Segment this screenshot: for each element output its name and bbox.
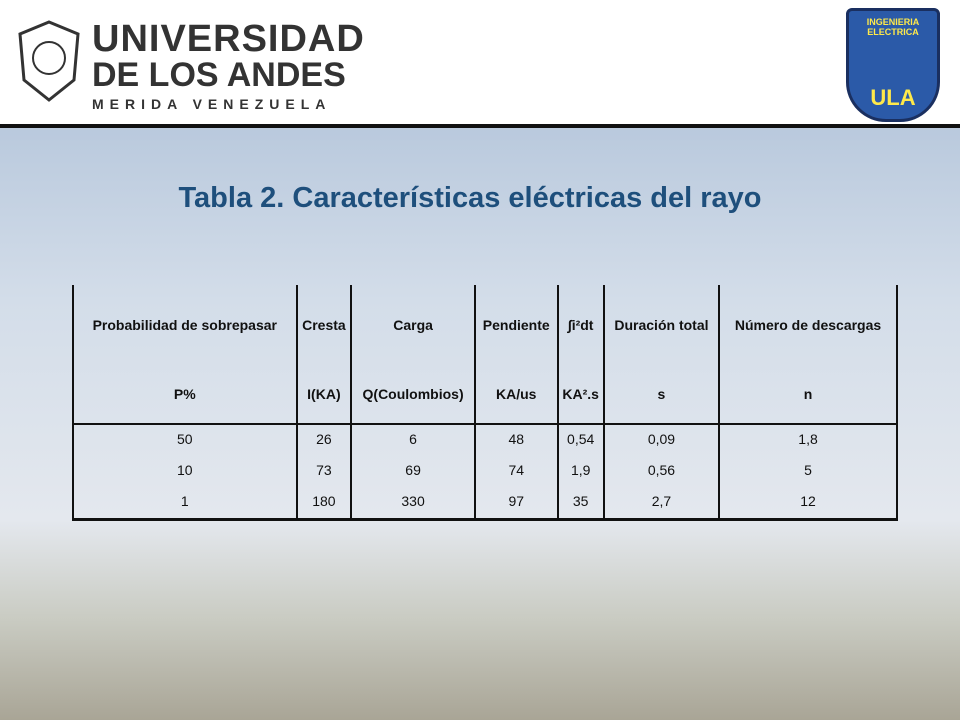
unit-cell: s	[602, 365, 721, 425]
data-cell: 48 74 97	[473, 424, 559, 521]
cell-value: 0,09	[647, 431, 676, 447]
header-cell: Probabilidad de sobrepasar	[72, 285, 298, 365]
cell-value: 1,8	[798, 431, 818, 447]
cell-value: 48	[508, 431, 525, 447]
cell-value: 5	[804, 462, 812, 478]
cell-value: 330	[401, 493, 425, 509]
cell-value: 2,7	[651, 493, 672, 509]
cell-value: 12	[800, 493, 816, 509]
cell-value: 74	[508, 462, 525, 478]
unit-cell: n	[718, 365, 898, 425]
data-cell: 6 69 330	[350, 424, 476, 521]
cell-value: 6	[409, 431, 417, 447]
slide-title: Tabla 2. Características eléctricas del …	[178, 182, 762, 214]
cell-value: 1,9	[570, 462, 591, 478]
cell-value: 35	[572, 493, 589, 509]
university-line: DE LOS ANDES	[92, 56, 346, 94]
badge-text: ULA	[870, 85, 916, 110]
faculty-badge: INGENIERIA ELECTRICA ULA	[846, 8, 940, 122]
header-cell: Carga	[350, 285, 476, 365]
header-cell: Pendiente	[473, 285, 559, 365]
unit-cell: KA/us	[473, 365, 559, 425]
cell-value: 0,56	[647, 462, 676, 478]
data-cell: 50 10 1	[72, 424, 298, 521]
header-cell: Número de descargas	[718, 285, 898, 365]
university-name: UNIVERSIDAD DE LOS ANDES MERIDA VENEZUEL…	[92, 20, 365, 112]
data-cell: 26 73 180	[295, 424, 353, 521]
badge-text: INGENIERIA ELECTRICA	[866, 17, 920, 37]
data-cell: 0,54 1,9 35	[556, 424, 605, 521]
data-row: 50 10 1 26 73 180 6 69 330 48 74 97 0,54 1,9 35 0,09 0,5…	[72, 424, 898, 521]
cell-value: 26	[316, 431, 332, 447]
header-band: UNIVERSIDAD DE LOS ANDES MERIDA VENEZUEL…	[0, 0, 960, 128]
header-row: Probabilidad de sobrepasar Cresta Carga Pen…	[72, 285, 898, 365]
cell-value: 73	[316, 462, 332, 478]
unit-cell: P%	[72, 365, 298, 425]
units-row: P% I(KA) Q(Coulombios) KA/us KA².s s n	[72, 365, 898, 425]
university-line: MERIDA VENEZUELA	[92, 96, 332, 112]
header-cell: ∫i²dt	[556, 285, 605, 365]
cell-value: 180	[312, 493, 336, 509]
data-cell: 0,09 0,56 2,7	[602, 424, 721, 521]
cell-value: 0,54	[567, 431, 595, 447]
header-cell: Duración total	[602, 285, 721, 365]
unit-cell: I(KA)	[295, 365, 353, 425]
unit-cell: KA².s	[556, 365, 605, 425]
cell-value: 97	[508, 493, 525, 509]
cell-value: 1	[180, 493, 189, 509]
data-cell: 1,8 5 12	[718, 424, 898, 521]
cell-value: 69	[405, 462, 421, 478]
university-seal	[18, 20, 80, 102]
cell-value: 50	[176, 431, 193, 447]
header-cell: Cresta	[295, 285, 353, 365]
data-table: Probabilidad de sobrepasar Cresta Carga Pen…	[72, 285, 898, 521]
university-line: UNIVERSIDAD	[92, 18, 365, 60]
unit-cell: Q(Coulombios)	[350, 365, 476, 425]
cell-value: 10	[176, 462, 193, 478]
